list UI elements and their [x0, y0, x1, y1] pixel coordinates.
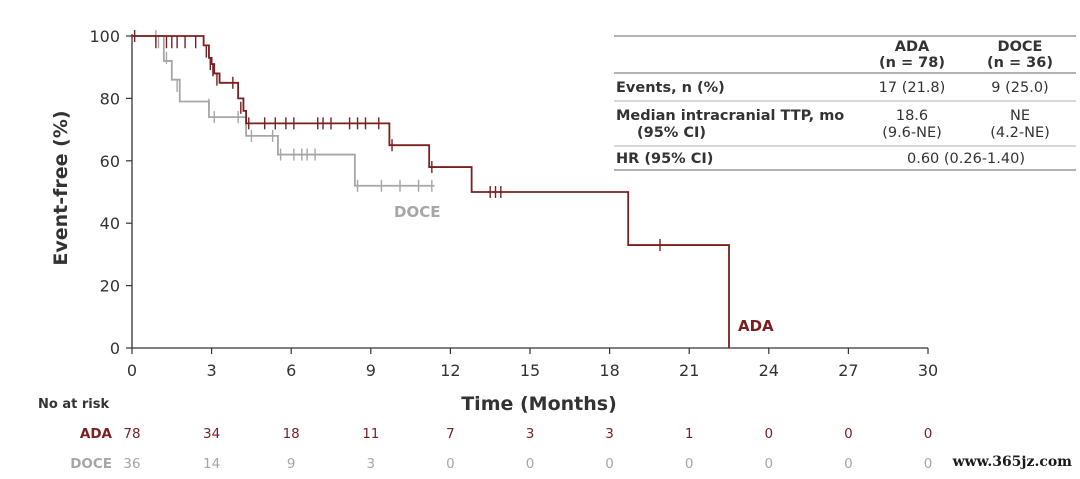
stats-table: ADA (n = 78) DOCE (n = 36) Events, n (%)…	[614, 35, 1076, 171]
y-tick-label: 40	[100, 214, 120, 233]
at-risk-doce-value: 36	[123, 456, 140, 472]
median-ttp-label: Median intracranial TTP, mo	[616, 108, 844, 124]
x-tick-label: 6	[286, 361, 296, 380]
at-risk-ada-value: 34	[203, 426, 220, 442]
table-col-doce-header: DOCE	[998, 39, 1043, 55]
ada-curve-label: ADA	[738, 317, 774, 335]
hr-label: HR (95% CI)	[616, 151, 713, 167]
events-label: Events, n (%)	[616, 80, 725, 96]
x-tick-label: 24	[759, 361, 779, 380]
at-risk-doce-value: 0	[446, 456, 455, 472]
median-ttp-doce-ci: (4.2-NE)	[990, 125, 1050, 141]
series-layer	[132, 30, 730, 348]
median-ttp-doce: NE	[1010, 108, 1030, 124]
at-risk-table: ADA 78 34 18 11 7 3 3 1 0 0 0 DOCE 36 14 9 3 0 0 0 0 0 0 0	[70, 426, 932, 472]
at-risk-ada-value: 0	[844, 426, 853, 442]
table-col-doce-n: (n = 36)	[987, 55, 1053, 71]
at-risk-doce-value: 14	[203, 456, 220, 472]
doce-curve	[132, 35, 435, 187]
at-risk-doce-value: 0	[526, 456, 535, 472]
y-tick-label: 20	[100, 277, 120, 296]
median-ttp-ada: 18.6	[896, 108, 928, 124]
y-tick-label: 60	[100, 152, 120, 171]
hr-value: 0.60 (0.26-1.40)	[907, 151, 1025, 167]
y-tick-label: 100	[89, 27, 120, 46]
events-ada: 17 (21.8)	[879, 80, 946, 96]
x-tick-label: 18	[599, 361, 619, 380]
median-ttp-ada-ci: (9.6-NE)	[882, 125, 942, 141]
at-risk-doce-value: 3	[367, 456, 376, 472]
at-risk-doce-value: 9	[287, 456, 296, 472]
at-risk-ada-value: 3	[605, 426, 614, 442]
at-risk-ada-label: ADA	[80, 426, 113, 442]
at-risk-ada-value: 0	[765, 426, 774, 442]
at-risk-title: No at risk	[38, 397, 109, 412]
y-tick-label: 80	[100, 89, 120, 108]
y-tick-label: 0	[110, 339, 120, 358]
axes-group: 0 3 6 9 12 15 18 21 24 27 30 0 20 40 60 80 100	[89, 27, 938, 380]
at-risk-doce-value: 0	[605, 456, 614, 472]
at-risk-doce-value: 0	[685, 456, 694, 472]
at-risk-ada-value: 0	[924, 426, 933, 442]
at-risk-ada-value: 11	[362, 426, 379, 442]
x-tick-label: 9	[366, 361, 376, 380]
x-tick-label: 27	[838, 361, 858, 380]
x-axis-title: Time (Months)	[461, 393, 617, 415]
at-risk-doce-value: 0	[765, 456, 774, 472]
at-risk-doce-value: 0	[924, 456, 933, 472]
at-risk-ada-value: 1	[685, 426, 694, 442]
x-tick-label: 15	[520, 361, 540, 380]
at-risk-doce-label: DOCE	[70, 456, 112, 472]
table-col-ada-header: ADA	[895, 39, 930, 55]
x-tick-label: 12	[440, 361, 460, 380]
at-risk-ada-value: 3	[526, 426, 535, 442]
median-ttp-ci-label: (95% CI)	[637, 125, 706, 141]
x-tick-label: 0	[127, 361, 137, 380]
y-axis-title: Event-free (%)	[50, 110, 72, 265]
at-risk-ada-value: 7	[446, 426, 455, 442]
at-risk-ada-value: 18	[283, 426, 300, 442]
at-risk-doce-value: 0	[844, 456, 853, 472]
at-risk-ada-value: 78	[123, 426, 140, 442]
ada-curve	[132, 35, 730, 348]
doce-curve-label: DOCE	[394, 203, 440, 221]
watermark: www.365jz.com	[952, 454, 1072, 470]
x-tick-label: 3	[207, 361, 217, 380]
table-col-ada-n: (n = 78)	[879, 55, 945, 71]
events-doce: 9 (25.0)	[991, 80, 1048, 96]
x-tick-label: 21	[679, 361, 699, 380]
x-tick-label: 30	[918, 361, 938, 380]
